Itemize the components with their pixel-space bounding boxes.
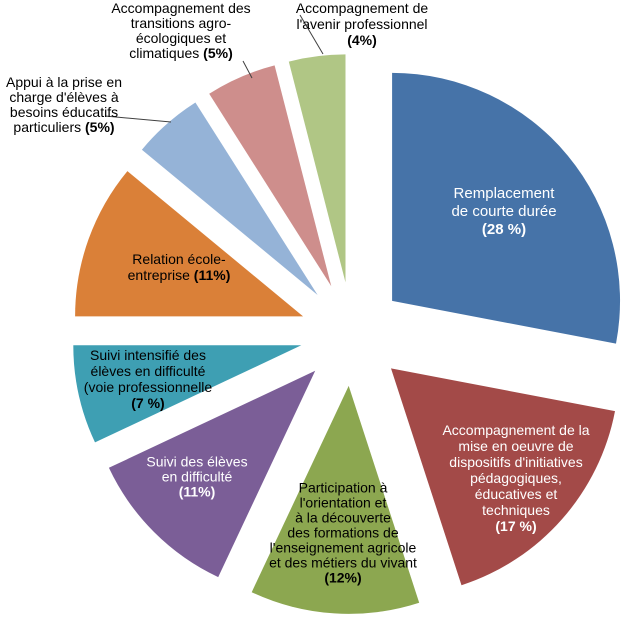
pie-slice-7 (141, 102, 318, 295)
pie-slice-6 (75, 171, 304, 317)
leader-line-3 (299, 14, 324, 55)
pie-slice-8 (209, 65, 332, 287)
leader-line-2 (104, 115, 172, 123)
pie-slice-4 (108, 370, 316, 578)
pie-slice-5 (73, 345, 302, 443)
leader-line-1 (242, 60, 253, 79)
pie-slice-2 (391, 368, 615, 586)
pie-slice-9 (288, 54, 346, 283)
pie-slice-1 (392, 72, 621, 344)
pie-slice-3 (251, 385, 420, 614)
